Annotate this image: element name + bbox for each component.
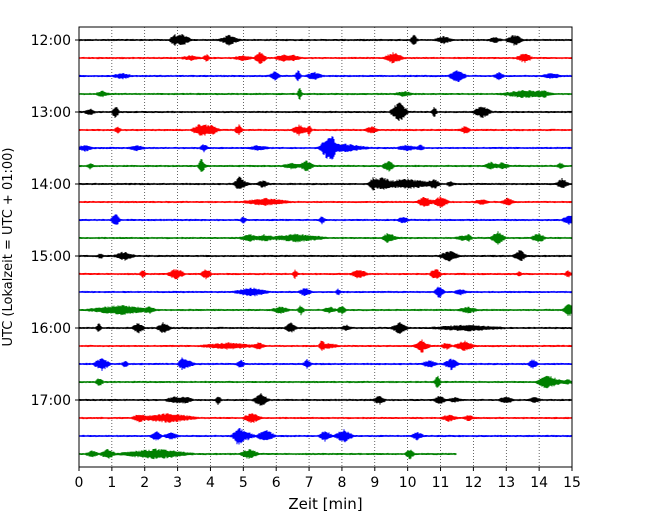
- y-tick-label: 17:00: [31, 393, 71, 409]
- trace-line: [78, 176, 573, 191]
- trace-line: [78, 428, 573, 445]
- trace-line: [78, 448, 457, 460]
- trace-line: [78, 393, 573, 406]
- x-tick-label: 7: [305, 475, 314, 491]
- x-tick-label: 12: [464, 475, 482, 491]
- x-tick-label: 1: [107, 475, 116, 491]
- trace-line: [78, 214, 573, 225]
- trace-line: [78, 88, 573, 100]
- trace-line: [78, 70, 573, 82]
- x-tick-label: 8: [337, 475, 346, 491]
- trace-line: [78, 269, 573, 280]
- trace-line: [78, 339, 573, 353]
- trace-line: [78, 196, 573, 208]
- x-tick-label: 5: [239, 475, 248, 491]
- x-tick-label: 9: [370, 475, 379, 491]
- trace-line: [78, 357, 573, 371]
- trace-line: [78, 413, 573, 423]
- x-tick-label: 11: [432, 475, 450, 491]
- trace-line: [78, 34, 573, 46]
- grid-lines: [111, 27, 540, 467]
- trace-line: [78, 375, 573, 389]
- x-axis-label: Zeit [min]: [288, 495, 362, 513]
- trace-line: [78, 136, 573, 160]
- x-tick-label: 2: [140, 475, 149, 491]
- trace-lines: [78, 34, 573, 460]
- trace-line: [78, 250, 573, 262]
- y-tick-label: 14:00: [31, 177, 71, 193]
- y-axis-label: UTC (Lokalzeit = UTC + 01:00): [1, 148, 16, 347]
- x-tick-label: 15: [563, 475, 581, 491]
- trace-line: [78, 52, 573, 64]
- trace-line: [78, 124, 573, 137]
- x-tick-label: 10: [399, 475, 417, 491]
- plot-frame: [78, 26, 573, 468]
- trace-line: [78, 102, 573, 121]
- y-tick-label: 12:00: [31, 33, 71, 49]
- x-tick-label: 3: [173, 475, 182, 491]
- trace-line: [78, 159, 573, 172]
- trace-line: [78, 231, 573, 245]
- y-tick-label: 16:00: [31, 321, 71, 337]
- trace-line: [78, 304, 573, 316]
- x-tick-label: 4: [206, 475, 215, 491]
- y-ticks: 12:00 13:00 14:00 15:00 16:00 17:00: [31, 33, 79, 409]
- y-tick-label: 13:00: [31, 105, 71, 121]
- x-tick-label: 6: [272, 475, 281, 491]
- x-tick-label: 0: [75, 475, 84, 491]
- trace-line: [78, 322, 573, 334]
- trace-line: [78, 286, 573, 298]
- x-ticks: 0 1 2 3 4 5 6 7 8 9 10 11 12 13 14 15: [75, 467, 581, 491]
- y-tick-label: 15:00: [31, 249, 71, 265]
- x-tick-label: 14: [530, 475, 548, 491]
- x-tick-label: 13: [497, 475, 515, 491]
